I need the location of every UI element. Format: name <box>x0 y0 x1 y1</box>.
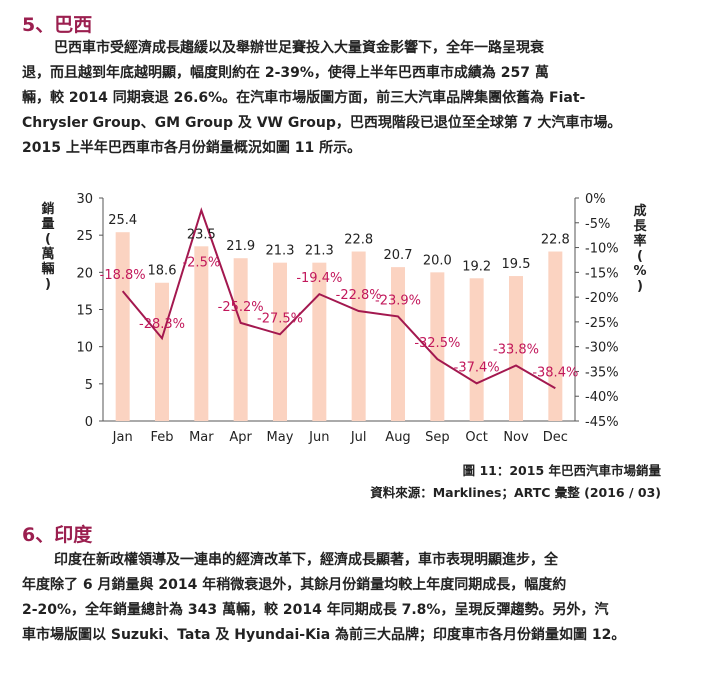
bar-value-label: 20.7 <box>384 248 413 263</box>
x-tick-label: Jul <box>350 430 367 445</box>
section-5-line: 2015 上半年巴西車市各月份銷量概況如圖 11 所示。 <box>22 140 362 156</box>
y-tick-label-right: -30% <box>585 341 619 356</box>
x-tick-label: May <box>267 430 294 445</box>
bar-value-label: 21.3 <box>266 244 295 259</box>
bar-jun <box>312 262 327 421</box>
y-tick-label-right: -5% <box>585 217 610 232</box>
bar-jul <box>351 251 366 421</box>
line-value-label: -2.5% <box>182 255 220 270</box>
section-5-line: Chrysler Group、GM Group 及 VW Group，巴西現階段… <box>22 115 622 131</box>
section-6-paragraph: 印度在新政權領導及一連串的經濟改革下，經濟成長顯著，車市表現明顯進步，全 年度除… <box>22 548 686 648</box>
bar-value-label: 19.5 <box>502 257 531 272</box>
bar-dec <box>548 251 563 421</box>
bar-value-label: 21.3 <box>305 244 334 259</box>
bar-may <box>273 262 287 421</box>
figure-caption: 圖 11：2015 年巴西汽車市場銷量 <box>462 463 661 478</box>
x-tick-label: Dec <box>543 430 568 445</box>
x-tick-label: Aug <box>385 430 410 445</box>
x-tick-label: Apr <box>229 430 252 445</box>
y-tick-label-left: 15 <box>76 304 93 319</box>
brazil-sales-chart: 0 5 10 15 20 25 30 0% -5% -10% -15% -20% -25% -30% -35… <box>0 185 709 455</box>
bar-value-label: 21.9 <box>226 239 255 254</box>
section-6-title: 6、印度 <box>22 524 93 546</box>
bar-jan <box>115 232 130 421</box>
y-tick-label-left: 25 <box>76 229 93 244</box>
line-value-label: -33.8% <box>493 342 539 357</box>
bar-value-label: 18.6 <box>148 264 177 279</box>
section-6-line: 車市場版圖以 Suzuki、Tata 及 Hyundai-Kia 為前三大品牌；… <box>22 627 626 643</box>
chart-svg: 0 5 10 15 20 25 30 0% -5% -10% -15% -20% -25% -30% -35… <box>41 192 647 445</box>
section-6-line: 年度除了 6 月銷量與 2014 年稍微衰退外，其餘月份銷量均較上年度同期成長，… <box>22 577 567 593</box>
line-value-label: -37.4% <box>454 360 500 375</box>
x-tick-label: Jun <box>308 430 329 445</box>
bar-sep <box>430 272 445 421</box>
y-tick-label-left: 10 <box>76 341 93 356</box>
section-5-line: 退，而且越到年底越明顯，幅度則約在 2-39%，使得上半年巴西車市成績為 257… <box>22 65 549 81</box>
x-tick-label: Nov <box>503 430 529 445</box>
x-tick-label: Mar <box>189 430 214 445</box>
x-tick-label: Feb <box>150 430 173 445</box>
bar-value-label: 23.5 <box>187 227 216 242</box>
bar-value-label: 22.8 <box>344 233 373 248</box>
bar-aug <box>391 267 405 421</box>
y-tick-label-left: 5 <box>85 378 93 393</box>
y-tick-label-right: -45% <box>585 415 619 430</box>
y-tick-label-left: 30 <box>76 192 93 207</box>
section-6-line: 印度在新政權領導及一連串的經濟改革下，經濟成長顯著，車市表現明顯進步，全 <box>54 552 558 568</box>
y-tick-label-right: -10% <box>585 242 619 257</box>
line-value-label: -25.2% <box>218 300 264 315</box>
y-tick-label-right: -20% <box>585 291 619 306</box>
y-axis-title-left: 銷量(萬輛) <box>41 201 54 292</box>
y-tick-label-right: -15% <box>585 266 619 281</box>
x-tick-label: Jan <box>112 430 133 445</box>
y-tick-label-left: 20 <box>76 266 93 281</box>
figure-source: 資料來源：Marklines；ARTC 彙整 (2016 / 03) <box>370 485 661 500</box>
bar-nov <box>509 276 523 421</box>
line-value-label: -38.4% <box>532 365 578 380</box>
growth-rate-line <box>121 207 556 390</box>
line-value-label: -18.8% <box>100 268 146 283</box>
bar-mar <box>194 246 209 421</box>
section-5-paragraph: 巴西車市受經濟成長趨緩以及舉辦世足賽投入大量資金影響下，全年一路呈現衰 退，而且… <box>22 36 686 161</box>
y-tick-label-right: -40% <box>585 390 619 405</box>
bar-value-label: 20.0 <box>423 253 452 268</box>
bar-value-label: 19.2 <box>462 259 491 274</box>
section-5-line: 巴西車市受經濟成長趨緩以及舉辦世足賽投入大量資金影響下，全年一路呈現衰 <box>54 40 544 56</box>
line-value-label: -27.5% <box>257 311 303 326</box>
section-6-line: 2-20%，全年銷量總計為 343 萬輛，較 2014 年同期成長 7.8%，呈… <box>22 602 609 618</box>
line-value-label: -32.5% <box>414 336 460 351</box>
y-tick-label-right: -25% <box>585 316 619 331</box>
x-tick-label: Oct <box>465 430 487 445</box>
section-5-title: 5、巴西 <box>22 14 93 36</box>
bar-value-label: 22.8 <box>541 233 570 248</box>
bar-feb <box>155 282 169 421</box>
y-tick-label-left: 0 <box>85 415 93 430</box>
bar-oct <box>469 278 484 421</box>
y-tick-label-right: -35% <box>585 365 619 380</box>
section-5-line: 輛，較 2014 同期衰退 26.6%。在汽車市場版圖方面，前三大汽車品牌集團依… <box>22 90 586 106</box>
line-value-label: -23.9% <box>375 293 421 308</box>
line-value-label: -28.3% <box>139 317 185 332</box>
bar-apr <box>233 258 248 421</box>
line-value-label: -22.8% <box>336 288 382 303</box>
x-tick-label: Sep <box>425 430 450 445</box>
y-axis-title-right: 成長率(%) <box>633 203 647 294</box>
bar-value-label: 25.4 <box>108 213 137 228</box>
line-value-label: -19.4% <box>296 271 342 286</box>
y-tick-label-right: 0% <box>585 192 606 207</box>
